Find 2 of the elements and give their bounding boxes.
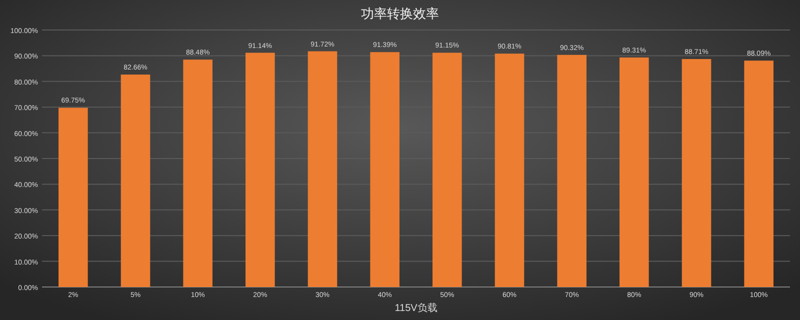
chart-title: 功率转换效率 bbox=[361, 6, 439, 21]
x-axis-title: 115V负载 bbox=[394, 302, 438, 314]
